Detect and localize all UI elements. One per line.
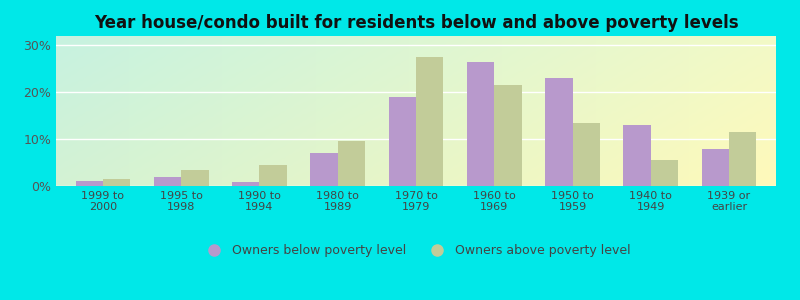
Legend: Owners below poverty level, Owners above poverty level: Owners below poverty level, Owners above… bbox=[197, 239, 635, 262]
Bar bbox=[259, 165, 287, 186]
Bar bbox=[154, 177, 182, 186]
Bar bbox=[545, 78, 573, 186]
Bar bbox=[623, 125, 650, 186]
Bar bbox=[182, 169, 209, 186]
Bar bbox=[573, 123, 600, 186]
Bar bbox=[338, 142, 365, 186]
Bar bbox=[416, 57, 443, 186]
Bar bbox=[232, 182, 259, 186]
Bar bbox=[103, 179, 130, 186]
Bar bbox=[494, 85, 522, 186]
Title: Year house/condo built for residents below and above poverty levels: Year house/condo built for residents bel… bbox=[94, 14, 738, 32]
Bar bbox=[75, 181, 103, 186]
Bar bbox=[702, 148, 729, 186]
Bar bbox=[467, 62, 494, 186]
Bar bbox=[650, 160, 678, 186]
Bar bbox=[310, 153, 338, 186]
Bar bbox=[389, 97, 416, 186]
Bar bbox=[729, 132, 757, 186]
